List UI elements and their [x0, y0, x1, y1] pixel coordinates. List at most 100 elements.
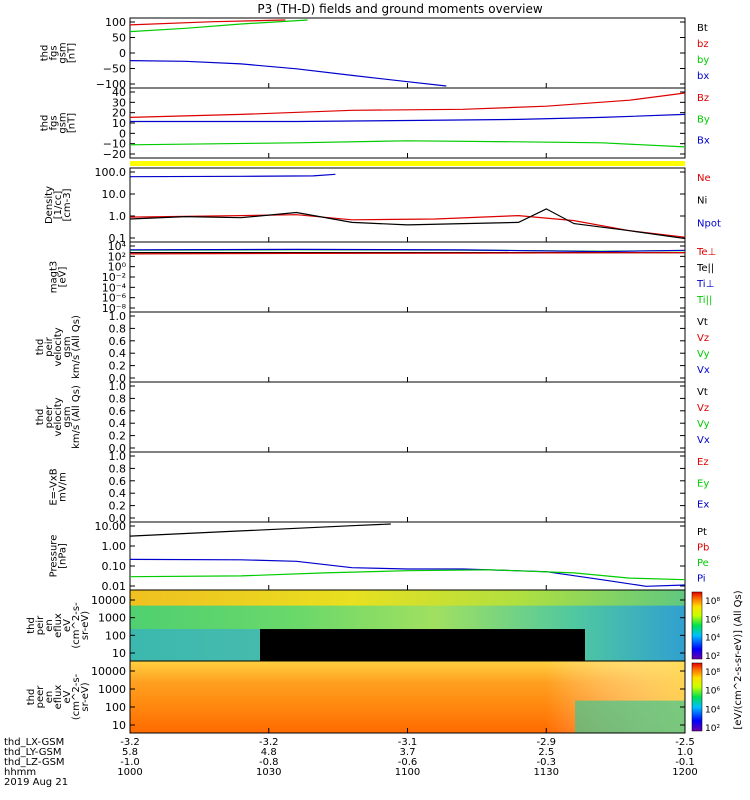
y-axis-label-line: (cm^2-s- [71, 602, 82, 649]
y-axis-label-line: thd [35, 409, 46, 426]
panel-6: 1.00.80.60.40.20.0 thdpeervelocitygsmkm/s… [35, 380, 710, 455]
y-tick-label: 0.2 [109, 500, 127, 513]
y-tick-label: 100 [105, 629, 126, 642]
colorbar-label: [eV/(cm^2-s-sr-eV)] (All Qs) [733, 590, 744, 729]
y-axis-label-line: fgs [49, 45, 60, 60]
panel-frame [129, 381, 686, 453]
y-axis-label-line: peir [44, 336, 55, 356]
legend-entry: Ex [697, 500, 709, 511]
y-tick-label: 10000 [91, 665, 126, 678]
y-tick-label: 1000 [98, 612, 126, 625]
legend-entry: Vx [697, 435, 710, 446]
ephem-value: 3.7 [400, 747, 416, 758]
ion-spectrogram-high [130, 590, 685, 606]
colorbar-tick-label: 10⁴ [705, 634, 720, 644]
series-line-ni [129, 208, 686, 240]
y-axis-label-line: thd [26, 689, 37, 706]
panel-5: 1.00.80.60.40.20.0 thdpeirvelocitygsmkm/s… [35, 310, 710, 385]
series-line-by [129, 19, 308, 33]
legend-entry: Vz [697, 333, 709, 344]
y-tick-label: 0.6 [109, 405, 127, 418]
series-line-npot [129, 173, 336, 178]
legend-entry: Ez [697, 457, 709, 468]
series-line-te [129, 252, 686, 255]
y-tick-label: −20 [103, 148, 126, 161]
y-axis-label-line: [1/cc] [53, 191, 64, 220]
ephem-value: -2.9 [536, 737, 556, 748]
y-axis-label-line: gsm [62, 336, 73, 357]
y-axis-label-line: sr-eV) [80, 611, 91, 640]
y-tick-label: 0 [119, 127, 126, 140]
legend-entry: Vy [697, 349, 710, 360]
y-tick-label: 0.6 [109, 475, 127, 488]
y-axis-label: Density[1/cc][cm-3] [44, 186, 73, 224]
y-tick-label: 10⁻⁶ [102, 292, 127, 305]
y-tick-label: 0.1 [109, 232, 127, 245]
legend-entry: Pi [697, 574, 706, 585]
ephem-value: -1.0 [120, 757, 140, 768]
panel-8: 10.00 1.00 0.10 0.01 Pressure[nPa] Pt Pb Pe Pi [49, 520, 710, 593]
legend-entry: Bz [697, 93, 709, 104]
ephem-value: -0.1 [675, 757, 695, 768]
y-axis-label-line: en [44, 691, 55, 704]
colorbar-tick-label: 10⁴ [705, 705, 720, 715]
ephem-value: 1.0 [677, 747, 693, 758]
y-tick-label: 20 [112, 107, 126, 120]
ephem-value: 1000 [117, 767, 142, 778]
y-axis-label-line: thd [40, 45, 51, 62]
y-axis-label-line: gsm [62, 406, 73, 427]
y-tick-label: 0.10 [102, 560, 127, 573]
legend-entry: Vt [697, 317, 708, 328]
legend-entry: Ti⊥ [696, 279, 714, 290]
series-line-bz [129, 19, 286, 26]
y-tick-label: 10000 [91, 594, 126, 607]
y-axis-label-line: peer [44, 405, 55, 429]
legend-entry: Vt [697, 387, 708, 398]
y-tick-label: 0.0 [109, 512, 127, 525]
legend-entry: Vx [697, 365, 710, 376]
y-tick-label: 1000 [98, 683, 126, 696]
y-tick-label: 10⁻² [102, 271, 126, 284]
y-tick-label: 1.0 [109, 310, 127, 323]
legend-entry: Ti|| [696, 295, 712, 306]
ephem-value: 1200 [672, 767, 697, 778]
y-tick-label: 10 [112, 647, 126, 660]
series-line-pe [129, 569, 686, 581]
y-axis-label-line: thd [26, 617, 37, 634]
y-tick-label: 0.4 [109, 417, 127, 430]
legend-entry: Ey [697, 478, 709, 489]
y-tick-label: 10⁴ [108, 240, 127, 253]
ephem-value: 5.8 [122, 747, 138, 758]
ephem-row-label: thd_LX-GSM [4, 737, 64, 748]
y-axis-label-line: Density [44, 186, 55, 224]
y-axis-label-line: velocity [53, 397, 64, 436]
series-line-by [129, 140, 686, 148]
legend-entry: Te|| [696, 263, 714, 274]
ion-spectrogram-gap [260, 629, 585, 661]
colorbar-tick-label: 10⁸ [705, 668, 720, 678]
ephem-value: -3.2 [120, 737, 140, 748]
y-axis-label-line: [nPa] [58, 543, 69, 569]
panels-group: 100500−50−100thdfgsgsm[nT]Btbzbybx403020… [26, 16, 744, 734]
ephem-value: -3.1 [398, 737, 418, 748]
colorbar-tick-label: 10² [705, 652, 720, 662]
y-tick-label: 10.0 [102, 188, 127, 201]
y-tick-label: −10 [103, 138, 126, 151]
ephem-value: -0.3 [536, 757, 556, 768]
legend-entry: Bt [697, 23, 708, 34]
y-tick-label: 10 [112, 719, 126, 732]
y-tick-label: 0.2 [109, 430, 127, 443]
y-axis-label-line: km/s (All Qs) [71, 385, 82, 449]
y-axis-label-line: (cm^2-s- [71, 673, 82, 720]
ephem-value: -2.5 [675, 737, 695, 748]
colorbar [691, 591, 703, 660]
y-tick-label: 0.01 [102, 580, 127, 593]
